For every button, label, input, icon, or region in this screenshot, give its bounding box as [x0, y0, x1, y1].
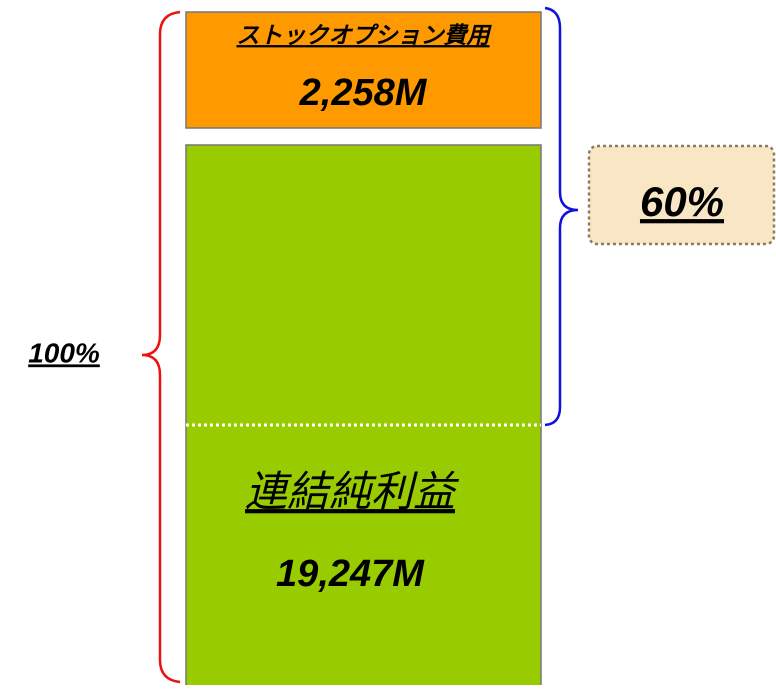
top-amount: 2,258M	[299, 72, 428, 114]
left-percent: 100%	[28, 337, 100, 368]
bottom-amount: 19,247M	[276, 553, 425, 595]
left-brace	[141, 10, 181, 684]
bottom-label: 連結純利益	[245, 468, 460, 515]
right-brace	[544, 6, 579, 427]
percent-box	[587, 144, 776, 246]
right-percent: 60%	[640, 178, 724, 225]
net-income-box	[185, 144, 542, 690]
top-label: ストックオプション費用	[237, 22, 493, 48]
stock-option-box	[185, 11, 542, 129]
